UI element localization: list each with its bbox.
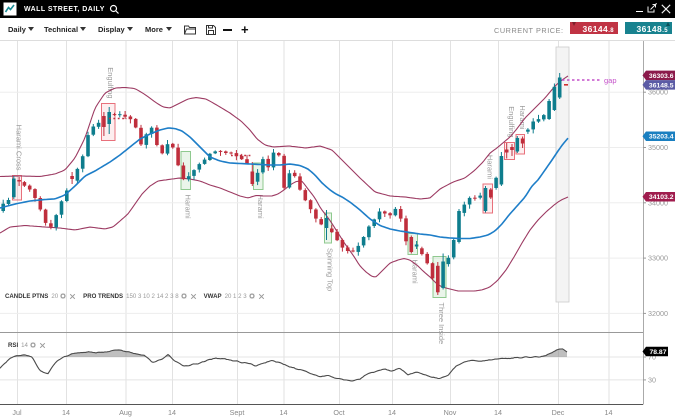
svg-text:78.87: 78.87 bbox=[649, 349, 666, 356]
svg-text:Harami: Harami bbox=[256, 195, 265, 220]
svg-text:36303.6: 36303.6 bbox=[649, 73, 674, 80]
svg-text:14: 14 bbox=[605, 408, 613, 417]
svg-text:Harami: Harami bbox=[518, 105, 527, 130]
svg-text:30: 30 bbox=[648, 375, 656, 384]
svg-text:Sept: Sept bbox=[230, 408, 245, 417]
svg-text:Three Inside: Three Inside bbox=[437, 303, 446, 345]
svg-text:35203.4: 35203.4 bbox=[649, 134, 674, 141]
svg-text:14: 14 bbox=[168, 408, 176, 417]
svg-text:34000: 34000 bbox=[648, 198, 668, 207]
svg-text:Engulfing: Engulfing bbox=[106, 67, 115, 98]
svg-text:Dec: Dec bbox=[552, 408, 565, 417]
svg-text:Harami Cross: Harami Cross bbox=[15, 125, 24, 171]
svg-text:14: 14 bbox=[388, 408, 396, 417]
svg-text:Engulfing: Engulfing bbox=[507, 106, 516, 137]
svg-text:14: 14 bbox=[62, 408, 70, 417]
svg-text:34103.2: 34103.2 bbox=[649, 194, 674, 201]
svg-text:14: 14 bbox=[494, 408, 502, 417]
svg-text:Nov: Nov bbox=[444, 408, 457, 417]
svg-text:33000: 33000 bbox=[648, 254, 668, 263]
svg-text:Harami: Harami bbox=[410, 260, 419, 285]
svg-text:Harami: Harami bbox=[485, 155, 494, 180]
svg-text:36148.5: 36148.5 bbox=[649, 82, 674, 89]
svg-text:Harami: Harami bbox=[183, 195, 192, 220]
svg-text:gap: gap bbox=[604, 76, 617, 85]
svg-text:Spinning Top: Spinning Top bbox=[326, 248, 335, 291]
svg-text:35000: 35000 bbox=[648, 143, 668, 152]
svg-text:Jul: Jul bbox=[12, 408, 22, 417]
svg-text:32000: 32000 bbox=[648, 309, 668, 318]
svg-text:70: 70 bbox=[648, 353, 656, 362]
svg-text:14: 14 bbox=[280, 408, 288, 417]
svg-text:Oct: Oct bbox=[333, 408, 344, 417]
svg-text:Aug: Aug bbox=[119, 408, 132, 417]
svg-text:36000: 36000 bbox=[648, 88, 668, 97]
